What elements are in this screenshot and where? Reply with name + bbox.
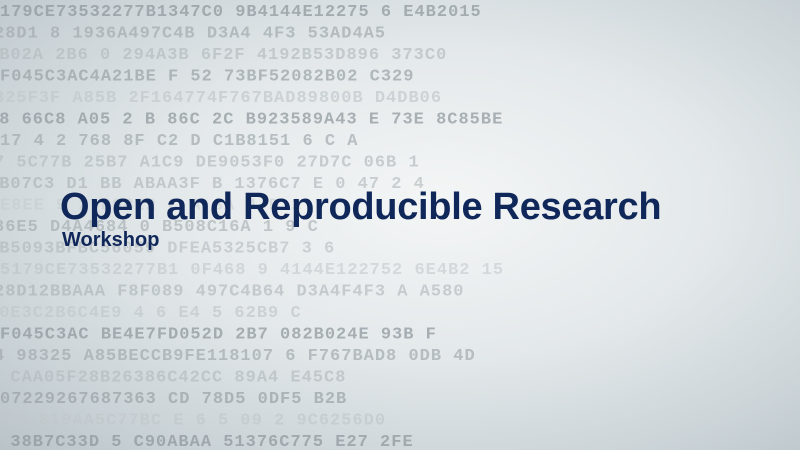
background-code-line: A0E3C2B6C4E9 4 6 E4 5 62B9 C [0,304,302,323]
background-code-line: 28D12BBAAA F8F089 497C4B64 D3A4F4F3 A A5… [0,283,464,302]
background-code-line: 5179CE73532277B1 0F468 9 4144E122752 6E4… [0,261,504,280]
background-code-line: 179CE73532277B1347C0 9B4144E12275 6 E4B2… [0,3,482,22]
background-code-line: 325F3F A85B 2F164774F767BAD89800B D4DB06 [0,89,442,108]
background-code-line: 2B5093BFBC56059 DFEA5325CB7 3 6 [0,240,335,259]
background-code-line: 8 38B7C33D 5 C90ABAA 51376C775 E27 2FE [0,433,414,450]
background-code-line: 07229267687363 CD 78D5 0DF5 B2B [0,390,347,409]
background-code-line: 8 CAA05F28B26386C42CC 89A4 E45C8 [0,369,346,388]
background-code-line: 28D1 8 1936A497C4B D3A4 4F3 53AD4A5 [0,25,386,44]
background-code-line: E8EE 9 2 B6B22 C A 8A 4 D 2 [0,197,302,216]
background-code-line: 17 4 2 768 8F C2 D C1B8151 6 C A [0,132,358,151]
background-code-line: F045C3AC4A21BE F 52 73BF52082B02 C329 [0,68,414,87]
background-code-line: 78 66C8 A05 2 B 86C 2C B923589A43 E 73E … [0,111,503,130]
background-code-line: 36E5 D4A4684 0 B508C16A 1 9 C [0,218,319,237]
slide-title: Open and Reproducible Research [60,186,662,228]
slide-subtitle: Workshop [62,229,160,251]
background-code-line: 5B02A 2B6 0 294A3B 6F2F 4192B53D896 373C… [0,46,447,65]
background-code-line: 4 98325 A85BECCB9FE118107 6 F767BAD8 0DB… [0,347,476,366]
background-code-line: F045C3AC BE4E7FD052D 2B7 082B024E 93B F [0,326,437,345]
background-code-line: 9B07C3 D1 BB ABAA3F B 1376C7 E 0 47 2 4 [0,175,425,194]
background-code-line: BB9 819AA5C77BC E 6 5 09 2 9C6256D0 [0,412,386,431]
background-code-line: 7 5C77B 25B7 A1C9 DE9053F0 27D7C 06B 1 [0,154,420,173]
